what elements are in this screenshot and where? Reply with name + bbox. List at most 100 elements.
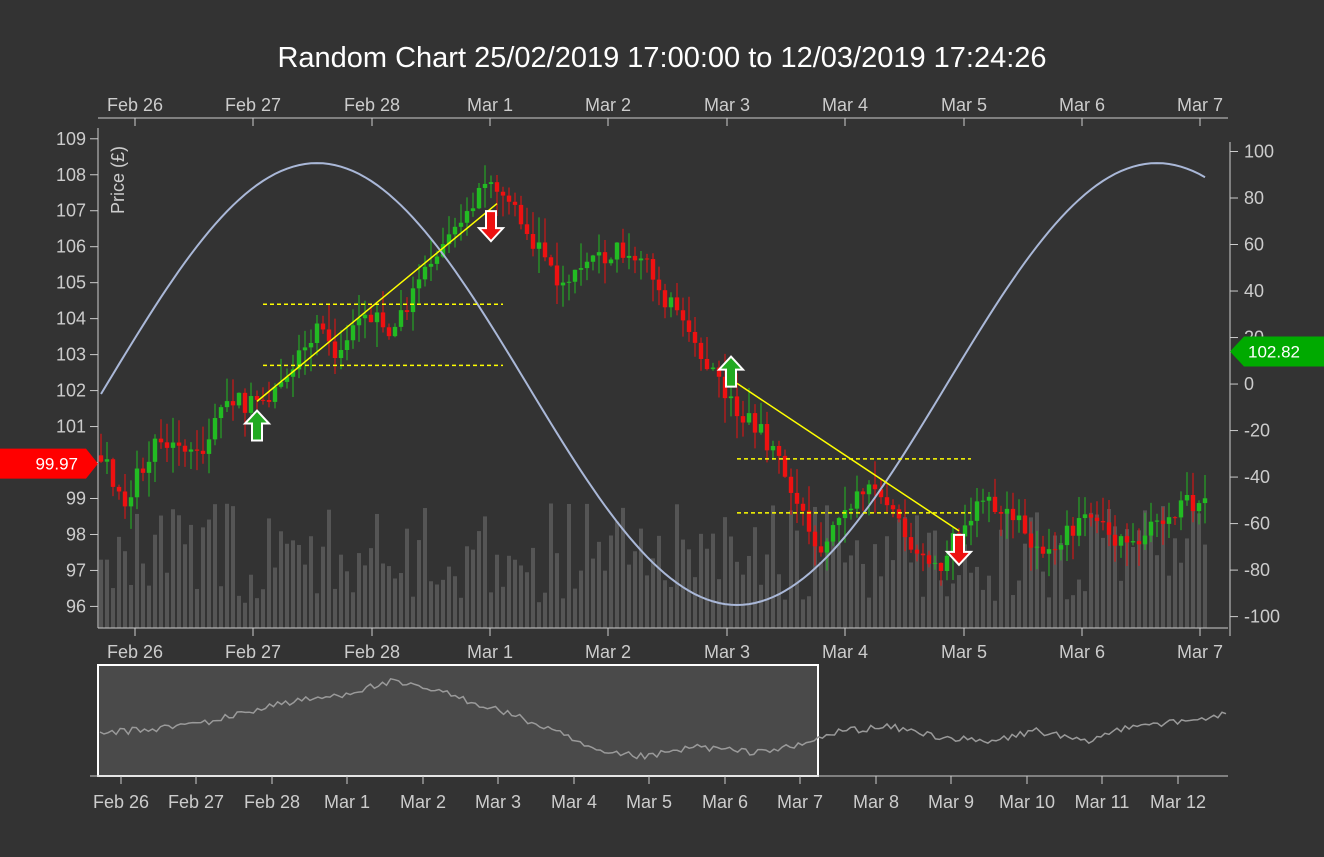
candle[interactable] [212,403,218,446]
candle[interactable] [524,207,530,241]
candle[interactable] [764,411,770,463]
candle[interactable] [530,212,536,257]
candle[interactable] [158,419,164,449]
candle[interactable] [812,525,818,566]
candle[interactable] [116,484,122,500]
candle[interactable] [818,522,824,557]
candle[interactable] [620,228,626,264]
candle[interactable] [536,217,542,273]
candle[interactable] [236,392,242,409]
candle[interactable] [326,304,332,356]
candle[interactable] [824,538,830,571]
candle[interactable] [1178,491,1184,531]
candle[interactable] [938,562,944,586]
candle[interactable] [1046,528,1052,577]
candle[interactable] [404,297,410,320]
candle[interactable] [608,257,614,266]
candle[interactable] [1184,472,1190,506]
candle[interactable] [1106,500,1112,547]
candle[interactable] [398,289,404,332]
candle[interactable] [350,309,356,349]
candle[interactable] [416,264,422,304]
candle[interactable] [122,474,128,519]
candle[interactable] [224,378,230,413]
candle[interactable] [428,239,434,282]
candle[interactable] [692,316,698,357]
candle[interactable] [134,450,140,510]
candle[interactable] [1058,535,1064,561]
candle[interactable] [512,192,518,217]
candle[interactable] [842,486,848,543]
candle[interactable] [1112,515,1118,562]
candle[interactable] [860,488,866,511]
candle[interactable] [656,266,662,306]
candle[interactable] [662,283,668,319]
candle[interactable] [290,354,296,397]
candle[interactable] [830,521,836,546]
candle[interactable] [740,400,746,437]
candle[interactable] [1028,521,1034,571]
candle[interactable] [494,175,500,216]
candle[interactable] [848,503,854,520]
candle[interactable] [1142,512,1148,551]
candle[interactable] [104,442,110,475]
candle[interactable] [1136,528,1142,566]
candle[interactable] [1070,516,1076,560]
candle[interactable] [194,430,200,471]
candle[interactable] [626,233,632,270]
candle[interactable] [992,478,998,515]
candle[interactable] [668,292,674,318]
candle[interactable] [476,183,482,210]
candle[interactable] [314,315,320,356]
candle[interactable] [482,165,488,208]
candle[interactable] [794,469,800,524]
candle[interactable] [1124,523,1130,566]
candle[interactable] [146,441,152,497]
candle[interactable] [650,253,656,302]
candle[interactable] [140,457,146,482]
candle[interactable] [356,294,362,342]
candle[interactable] [758,402,764,435]
candle[interactable] [578,243,584,286]
candle[interactable] [1016,499,1022,533]
candle[interactable] [926,550,932,568]
candle[interactable] [542,218,548,262]
candle[interactable] [218,404,224,439]
candle[interactable] [446,216,452,254]
navigator[interactable]: Feb 26 Feb 27 Feb 28 Mar 1 Mar 2 Mar 3 Mar 4 Ma… [90,664,1228,812]
candlesticks[interactable] [98,165,1208,586]
candle[interactable] [590,254,596,271]
candle[interactable] [638,250,644,280]
candle[interactable] [788,468,794,515]
candle[interactable] [602,240,608,284]
candle[interactable] [686,296,692,342]
candle[interactable] [200,426,206,464]
candle[interactable] [1100,497,1106,531]
candle[interactable] [302,330,308,375]
candle[interactable] [338,329,344,370]
candle[interactable] [488,175,494,199]
candle[interactable] [1154,513,1160,538]
candle[interactable] [1076,496,1082,547]
candle[interactable] [1040,535,1046,558]
candle[interactable] [800,497,806,526]
candle[interactable] [1190,472,1196,523]
candle[interactable] [1196,500,1202,525]
candle[interactable] [458,204,464,241]
candle[interactable] [182,439,188,467]
candle[interactable] [854,475,860,518]
candle[interactable] [584,252,590,281]
candle[interactable] [968,497,974,546]
candle[interactable] [902,499,908,552]
candle[interactable] [752,404,758,449]
candle[interactable] [1010,492,1016,539]
candle[interactable] [980,488,986,514]
candle[interactable] [1118,534,1124,558]
candle[interactable] [1094,501,1100,534]
candle[interactable] [1202,475,1208,524]
candle[interactable] [878,479,884,504]
candle[interactable] [1004,491,1010,539]
candle[interactable] [944,540,950,581]
candle[interactable] [908,522,914,553]
candle[interactable] [776,440,782,474]
